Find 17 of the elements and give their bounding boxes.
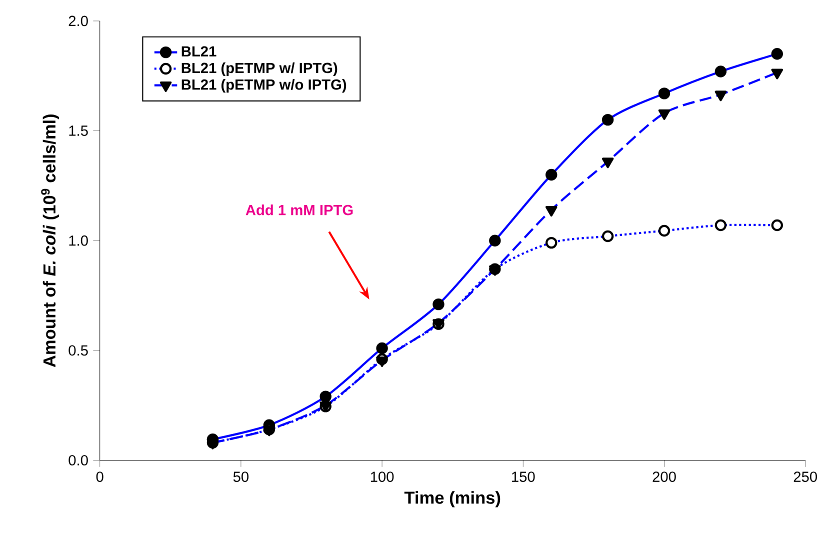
- y-tick-label: 2.0: [68, 16, 88, 26]
- legend-label: BL21 (pETMP w/o IPTG): [182, 78, 346, 93]
- y-tick-label: 1.5: [69, 126, 88, 136]
- y-tick-label: 0.5: [68, 345, 88, 356]
- x-axis-title: Time (mins): [404, 491, 500, 508]
- y-tick-label: 1.0: [69, 235, 88, 246]
- x-tick-label: 150: [512, 472, 535, 482]
- y-axis-title: Amount of E. coli (10$^{9}$ cells/ml): [41, 114, 59, 368]
- x-tick-label: 50: [233, 472, 248, 482]
- x-tick-label: 250: [794, 472, 817, 482]
- x-tick-label: 0: [96, 472, 104, 482]
- legend-label: BL21: [182, 46, 216, 56]
- y-tick-label: 0.0: [68, 455, 88, 466]
- x-tick-label: 100: [370, 472, 394, 482]
- x-tick-label: 200: [652, 472, 676, 482]
- annotation: Add 1 mM IPTG: [246, 204, 353, 216]
- legend-label: BL21 (pETMP w/ IPTG): [182, 62, 338, 76]
